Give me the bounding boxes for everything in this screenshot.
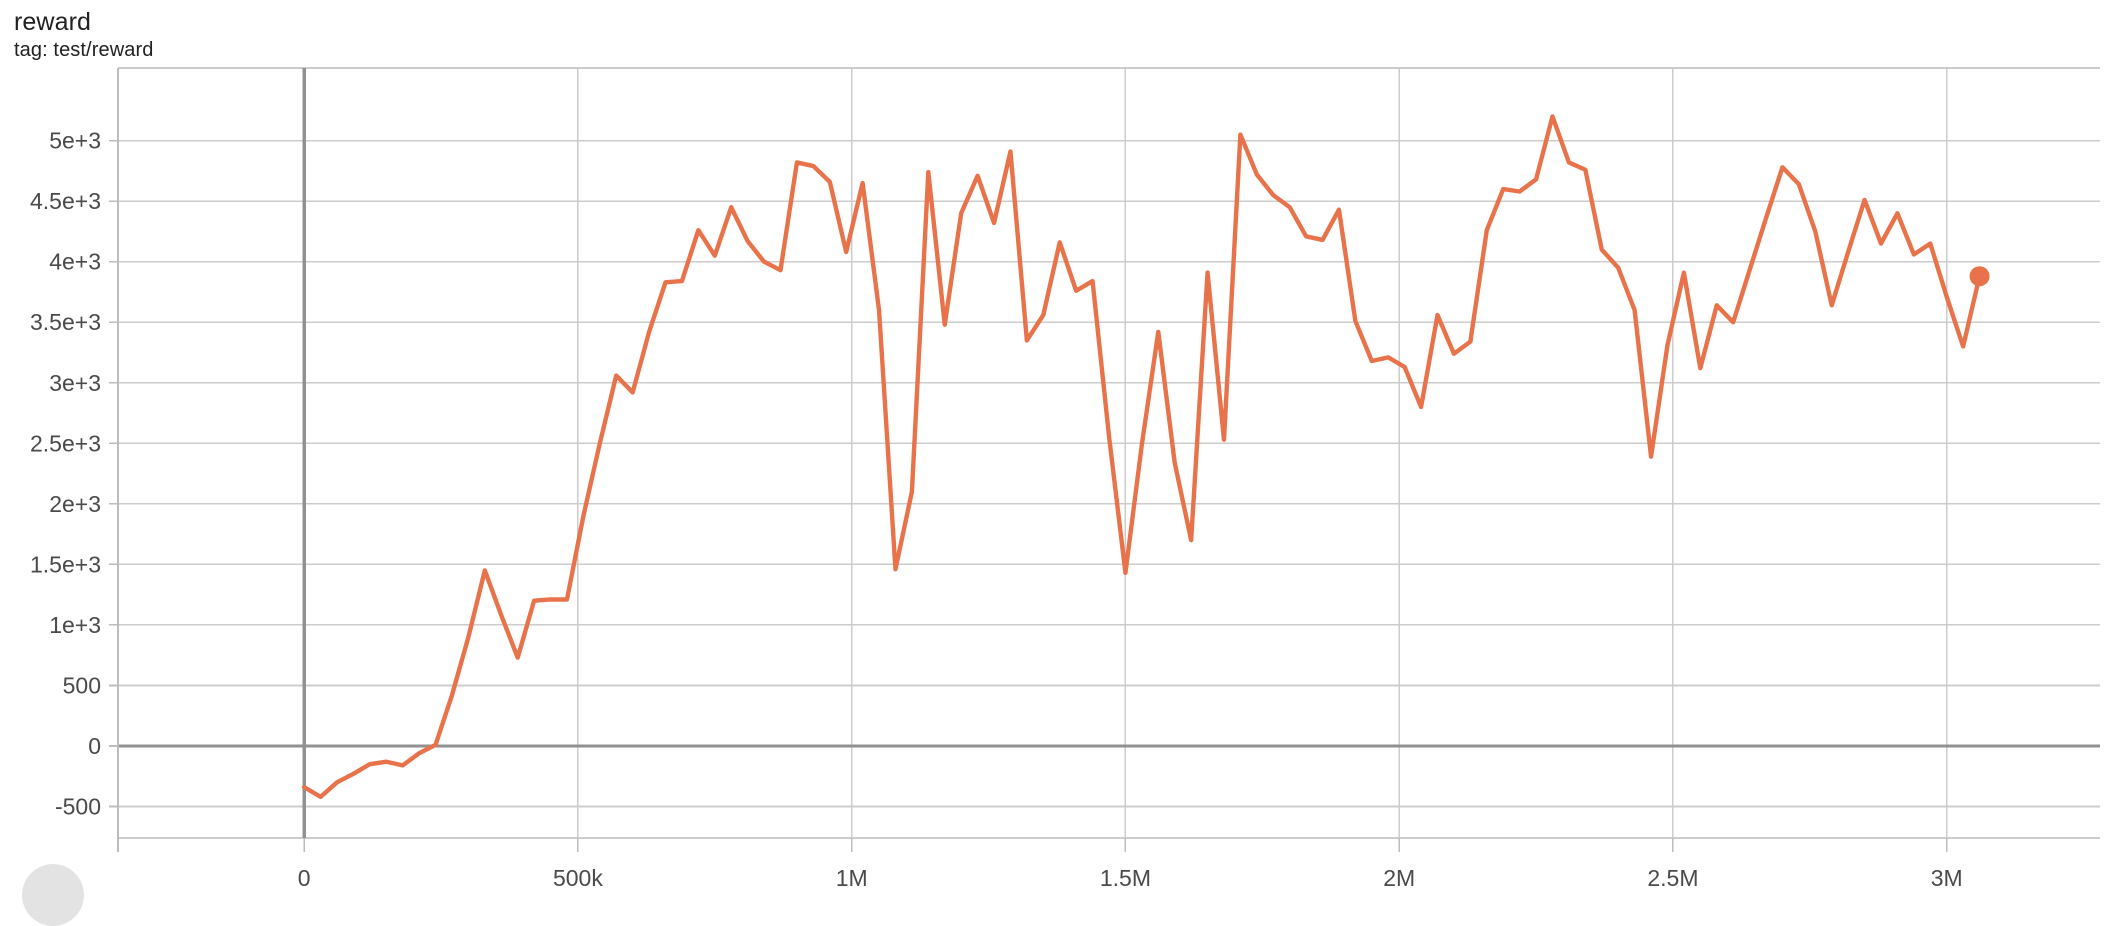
y-tick-label: 4e+3: [49, 249, 101, 275]
data-series-group[interactable]: [301, 114, 1982, 800]
y-tick-label: 3.5e+3: [30, 309, 101, 335]
x-tick-label: 0: [298, 865, 311, 891]
chart-header: reward tag: test/reward: [14, 8, 914, 62]
plot-area[interactable]: -500 0 500 1e+3 1.5e+3 2e+3 2.5e+3 3e+3 3.5e+3 4e…: [0, 0, 2108, 900]
y-tick-label: 5e+3: [49, 128, 101, 154]
series-endpoint-dot[interactable]: [1969, 266, 1990, 287]
y-axis-tick-labels: -500 0 500 1e+3 1.5e+3 2e+3 2.5e+3 3e+3 3.5e+3 4e…: [30, 128, 101, 820]
y-tick-label: 1e+3: [49, 612, 101, 638]
y-tick-label: 2e+3: [49, 491, 101, 517]
series-line[interactable]: [301, 114, 1982, 800]
y-tick-label: 0: [88, 733, 101, 759]
y-tick-label: 1.5e+3: [30, 551, 101, 577]
last-point-marker: [1969, 266, 1990, 287]
x-tick-label: 3M: [1931, 865, 1963, 891]
y-tick-label: 2.5e+3: [30, 430, 101, 456]
axis-lines: [118, 68, 2100, 838]
y-tick-label: 500: [63, 672, 101, 698]
line-chart-svg[interactable]: -500 0 500 1e+3 1.5e+3 2e+3 2.5e+3 3e+3 3.5e+3 4e…: [0, 0, 2108, 900]
x-tick-label: 2.5M: [1647, 865, 1698, 891]
x-tick-label: 1.5M: [1100, 865, 1151, 891]
chart-tag-label: tag: test/reward: [14, 39, 154, 61]
x-tick-label: 1M: [836, 865, 868, 891]
x-tick-label: 2M: [1383, 865, 1415, 891]
y-tick-label: 3e+3: [49, 370, 101, 396]
y-tick-label: -500: [55, 794, 101, 820]
y-tick-label: 4.5e+3: [30, 188, 101, 214]
tick-marks: [109, 68, 1948, 852]
page-title: reward: [14, 8, 92, 36]
x-axis-tick-labels: 0 500k 1M 1.5M 2M 2.5M 3M: [298, 865, 1963, 891]
vertical-gridlines: [577, 68, 1948, 838]
x-tick-label: 500k: [553, 865, 603, 891]
